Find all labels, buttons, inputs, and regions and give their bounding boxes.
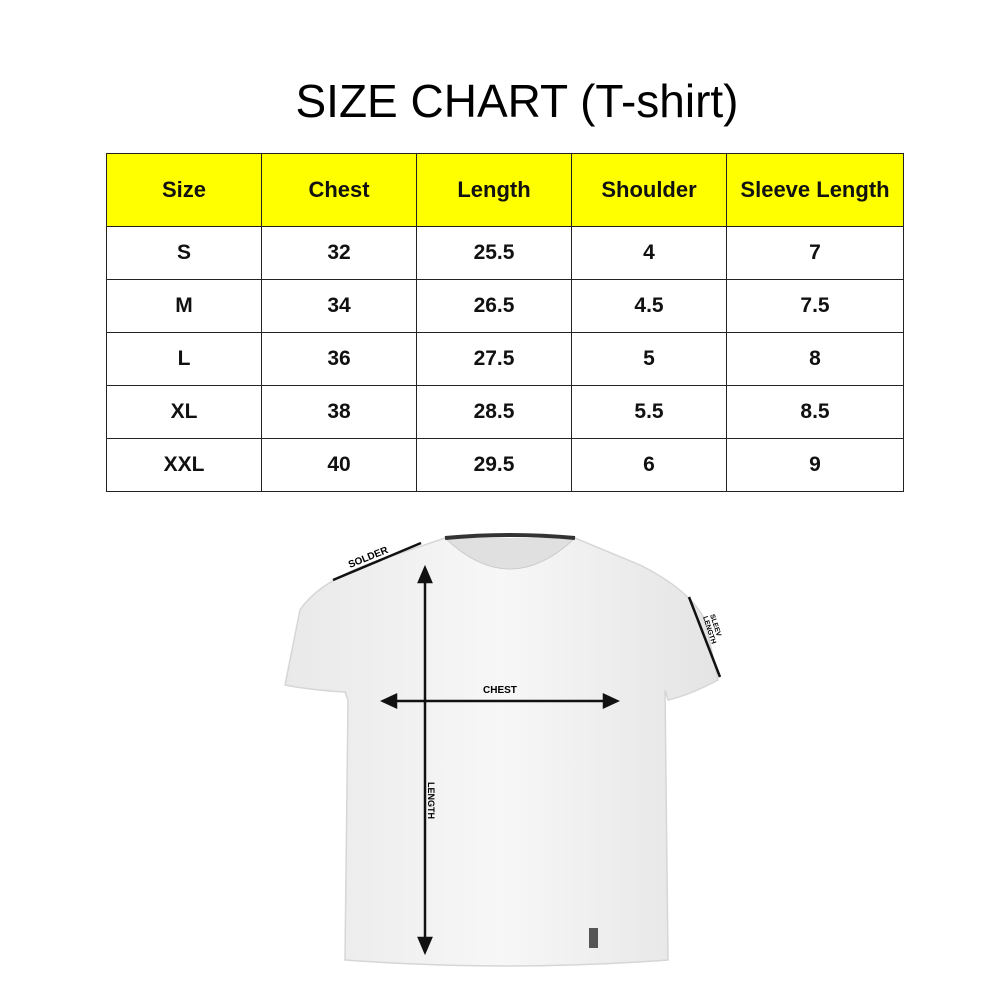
table-cell: 40 — [261, 438, 417, 492]
table-cell: M — [106, 279, 262, 333]
tshirt-shape — [284, 537, 719, 967]
table-cell: 27.5 — [416, 332, 572, 386]
table-header-row: Size Chest Length Shoulder Sleeve Length — [106, 153, 904, 227]
table-cell: 9 — [726, 438, 904, 492]
table-cell: 7.5 — [726, 279, 904, 333]
table-row: S 32 25.5 4 7 — [106, 226, 904, 280]
arrow-right-icon — [602, 693, 620, 709]
sleeve-measure-line — [687, 596, 722, 678]
table-cell: 25.5 — [416, 226, 572, 280]
table-cell: 36 — [261, 332, 417, 386]
page-title: SIZE CHART (T-shirt) — [295, 75, 739, 127]
collar — [444, 537, 576, 570]
table-cell: XL — [106, 385, 262, 439]
table-cell: XXL — [106, 438, 262, 492]
table-cell: 8.5 — [726, 385, 904, 439]
table-cell: 7 — [726, 226, 904, 280]
column-header: Chest — [261, 153, 417, 227]
table-row: L 36 27.5 5 8 — [106, 332, 904, 386]
table-cell: 5 — [571, 332, 727, 386]
table-row: XL 38 28.5 5.5 8.5 — [106, 385, 904, 439]
table-cell: 38 — [261, 385, 417, 439]
length-label: LENGTH — [426, 782, 436, 819]
shoulder-measure-line — [332, 541, 422, 582]
chest-label: CHEST — [483, 685, 517, 696]
table-cell: 5.5 — [571, 385, 727, 439]
table-cell: 4.5 — [571, 279, 727, 333]
tshirt-diagram: SOLDER CHEST LENGTH SLEEV LENGTH — [284, 533, 722, 967]
table-cell: S — [106, 226, 262, 280]
collar-trim — [444, 533, 576, 540]
table-cell: 4 — [571, 226, 727, 280]
table-cell: 34 — [261, 279, 417, 333]
column-header: Shoulder — [571, 153, 727, 227]
size-table: Size Chest Length Shoulder Sleeve Length S 32… — [106, 153, 904, 492]
column-header: Sleeve Length — [726, 153, 904, 227]
arrow-down-icon — [417, 936, 433, 956]
arrow-up-icon — [417, 564, 433, 584]
brand-tag-icon — [589, 928, 598, 948]
table-cell: L — [106, 332, 262, 386]
table-cell: 6 — [571, 438, 727, 492]
table-cell: 29.5 — [416, 438, 572, 492]
table-row: XXL 40 29.5 6 9 — [106, 438, 904, 492]
table-cell: 28.5 — [416, 385, 572, 439]
table-cell: 26.5 — [416, 279, 572, 333]
arrow-left-icon — [380, 693, 398, 709]
table-cell: 8 — [726, 332, 904, 386]
column-header: Length — [416, 153, 572, 227]
table-cell: 32 — [261, 226, 417, 280]
column-header: Size — [106, 153, 262, 227]
table-row: M 34 26.5 4.5 7.5 — [106, 279, 904, 333]
